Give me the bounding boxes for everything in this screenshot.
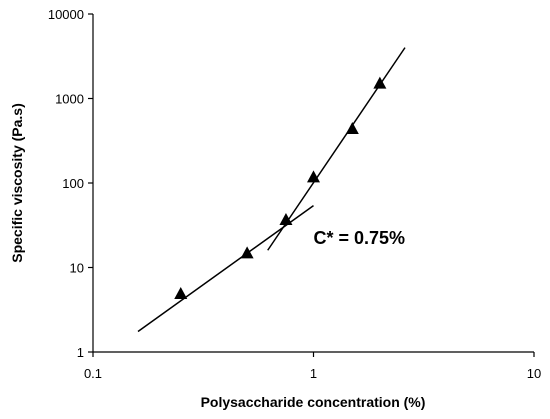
data-point-triangle <box>279 213 293 226</box>
data-point-triangle <box>307 170 320 183</box>
data-point-triangle <box>345 122 359 135</box>
data-point-triangle <box>174 286 188 299</box>
x-tick-label: 0.1 <box>84 366 102 381</box>
y-axis-title: Specific viscosity (Pa.s) <box>9 103 25 263</box>
y-tick-label: 10000 <box>48 7 84 22</box>
x-tick-label: 10 <box>527 366 541 381</box>
data-point-triangle <box>240 246 254 259</box>
y-tick-label: 1 <box>77 345 84 360</box>
fit-lines <box>137 47 406 333</box>
data-points <box>174 76 387 299</box>
x-tick-label: 1 <box>310 366 317 381</box>
y-tick-label: 100 <box>62 176 84 191</box>
c-star-annotation: C* = 0.75% <box>314 228 406 248</box>
data-point-triangle <box>373 76 387 89</box>
x-axis-title: Polysaccharide concentration (%) <box>201 394 426 410</box>
y-tick-label: 10 <box>70 261 84 276</box>
y-tick-label: 1000 <box>55 92 84 107</box>
